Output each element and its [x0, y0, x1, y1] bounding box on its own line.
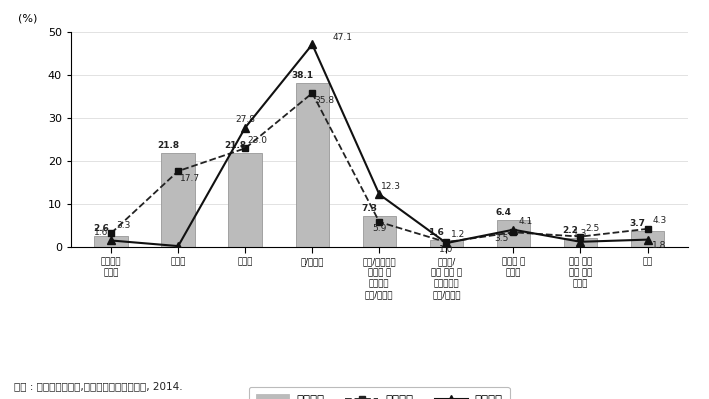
Text: 2.2: 2.2: [562, 226, 579, 235]
Text: 38.1: 38.1: [291, 71, 313, 80]
Text: 3.7: 3.7: [630, 219, 645, 228]
Text: 1.6: 1.6: [94, 228, 108, 237]
Text: 12.3: 12.3: [381, 182, 401, 191]
Text: 7.3: 7.3: [362, 204, 377, 213]
Text: 27.8: 27.8: [235, 115, 255, 124]
Bar: [296, 83, 329, 247]
Bar: [631, 231, 664, 247]
Text: 6.4: 6.4: [496, 208, 511, 217]
Text: 17.7: 17.7: [180, 174, 201, 183]
Text: 21.8: 21.8: [224, 141, 246, 150]
Text: 1.6: 1.6: [428, 229, 445, 237]
Text: 47.1: 47.1: [333, 33, 352, 42]
Text: 23.0: 23.0: [247, 136, 267, 145]
Text: 자료 : 문화체육관광부,『국민여행실태조사』, 2014.: 자료 : 문화체육관광부,『국민여행실태조사』, 2014.: [14, 381, 183, 391]
Text: 4.3: 4.3: [652, 216, 666, 225]
Text: 2.5: 2.5: [586, 224, 600, 233]
Text: 5.9: 5.9: [372, 224, 386, 233]
Text: (%): (%): [18, 13, 38, 23]
Text: 1.0: 1.0: [439, 245, 454, 254]
Text: 35.8: 35.8: [314, 96, 335, 105]
Bar: [430, 241, 463, 247]
Text: 2.6: 2.6: [93, 224, 109, 233]
Bar: [496, 220, 530, 247]
Text: 4.1: 4.1: [518, 217, 532, 226]
Bar: [564, 238, 597, 247]
Bar: [162, 154, 195, 247]
Text: 3.5: 3.5: [494, 234, 508, 243]
Legend: 국내여행, 숙박여행, 당일여행: 국내여행, 숙박여행, 당일여행: [249, 387, 510, 399]
Text: 1.2: 1.2: [452, 230, 466, 239]
Text: 3.3: 3.3: [116, 221, 130, 230]
Text: 1.3: 1.3: [574, 229, 588, 238]
Bar: [94, 236, 128, 247]
Bar: [362, 216, 396, 247]
Bar: [228, 154, 262, 247]
Text: 21.8: 21.8: [157, 141, 179, 150]
Text: 1.8: 1.8: [652, 241, 666, 251]
